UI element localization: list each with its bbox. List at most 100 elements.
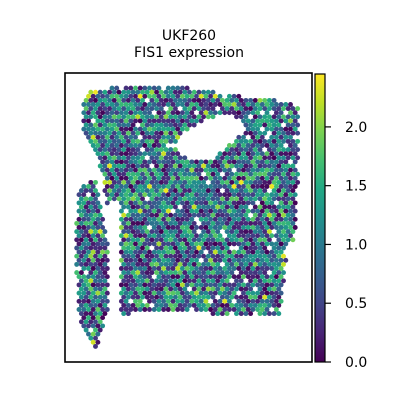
spot	[271, 97, 277, 103]
spot	[161, 274, 167, 280]
spot	[95, 315, 101, 321]
spot	[121, 237, 127, 243]
spot	[168, 212, 174, 218]
spot	[144, 179, 150, 185]
spot	[273, 192, 279, 198]
spot	[144, 171, 150, 177]
spot	[226, 290, 232, 296]
spot	[278, 298, 284, 304]
spot	[104, 274, 110, 280]
spot	[229, 220, 235, 226]
spot	[114, 110, 120, 116]
spot	[205, 278, 211, 284]
spot	[241, 192, 246, 198]
spot	[168, 138, 174, 144]
spot	[102, 286, 108, 292]
spot	[205, 253, 211, 259]
spot	[170, 282, 176, 288]
spot	[147, 118, 152, 124]
spot	[215, 302, 221, 308]
spot	[102, 237, 108, 243]
spot	[182, 97, 188, 103]
spot	[189, 175, 195, 181]
spot	[271, 188, 277, 194]
spot	[290, 171, 296, 177]
spot	[156, 200, 162, 206]
spot	[102, 245, 108, 251]
spot	[295, 106, 301, 112]
spot	[196, 163, 202, 169]
spot	[196, 261, 202, 267]
spot	[179, 233, 185, 239]
spot	[86, 233, 91, 239]
spot	[198, 249, 204, 255]
spot	[95, 331, 101, 337]
spot	[118, 134, 124, 140]
spot	[175, 102, 181, 107]
spot	[144, 130, 150, 136]
spot	[203, 233, 209, 239]
spot	[175, 257, 181, 263]
spot	[125, 89, 131, 95]
spot	[90, 184, 96, 189]
spot	[212, 266, 218, 271]
spot	[142, 216, 148, 222]
spot	[252, 253, 258, 259]
spot	[264, 110, 270, 116]
spot	[243, 155, 249, 161]
spot	[269, 159, 275, 165]
spot	[128, 126, 134, 132]
spot	[177, 179, 183, 185]
spot	[276, 212, 282, 218]
spot	[81, 315, 87, 321]
spot	[172, 270, 178, 276]
spot	[114, 102, 120, 107]
spot	[203, 167, 209, 173]
spot	[271, 196, 277, 202]
spot	[281, 212, 286, 218]
spot	[196, 270, 202, 276]
spot	[292, 208, 298, 214]
spot	[140, 163, 145, 169]
spot	[93, 335, 98, 341]
spot	[170, 216, 176, 222]
spot	[276, 237, 282, 243]
spot	[273, 126, 279, 132]
spot	[156, 143, 162, 148]
spot	[229, 270, 235, 276]
spot	[100, 290, 106, 296]
spot	[245, 126, 251, 132]
spot	[276, 106, 282, 112]
spot	[76, 298, 82, 304]
spot	[292, 175, 298, 181]
spot	[252, 212, 258, 218]
spot	[130, 286, 136, 292]
spot	[121, 311, 127, 317]
spot	[266, 220, 272, 226]
spot	[78, 278, 84, 284]
spot	[125, 253, 131, 259]
spot	[250, 274, 256, 280]
spot	[137, 282, 143, 288]
spot	[215, 220, 221, 226]
spot	[201, 237, 207, 243]
spot	[271, 204, 277, 210]
spot	[238, 311, 244, 317]
spot	[168, 163, 174, 169]
spot	[128, 208, 134, 214]
spot	[231, 266, 237, 271]
spot	[290, 130, 296, 136]
spot	[170, 192, 176, 198]
spot	[144, 220, 150, 226]
spot	[217, 233, 223, 239]
spot	[276, 114, 282, 120]
spot	[165, 85, 171, 91]
spot	[234, 237, 239, 243]
spot	[264, 143, 270, 148]
spot	[278, 216, 284, 222]
spot	[95, 118, 101, 124]
spot	[154, 188, 160, 194]
spot	[121, 302, 127, 308]
spot	[210, 97, 216, 103]
spot	[210, 212, 216, 218]
